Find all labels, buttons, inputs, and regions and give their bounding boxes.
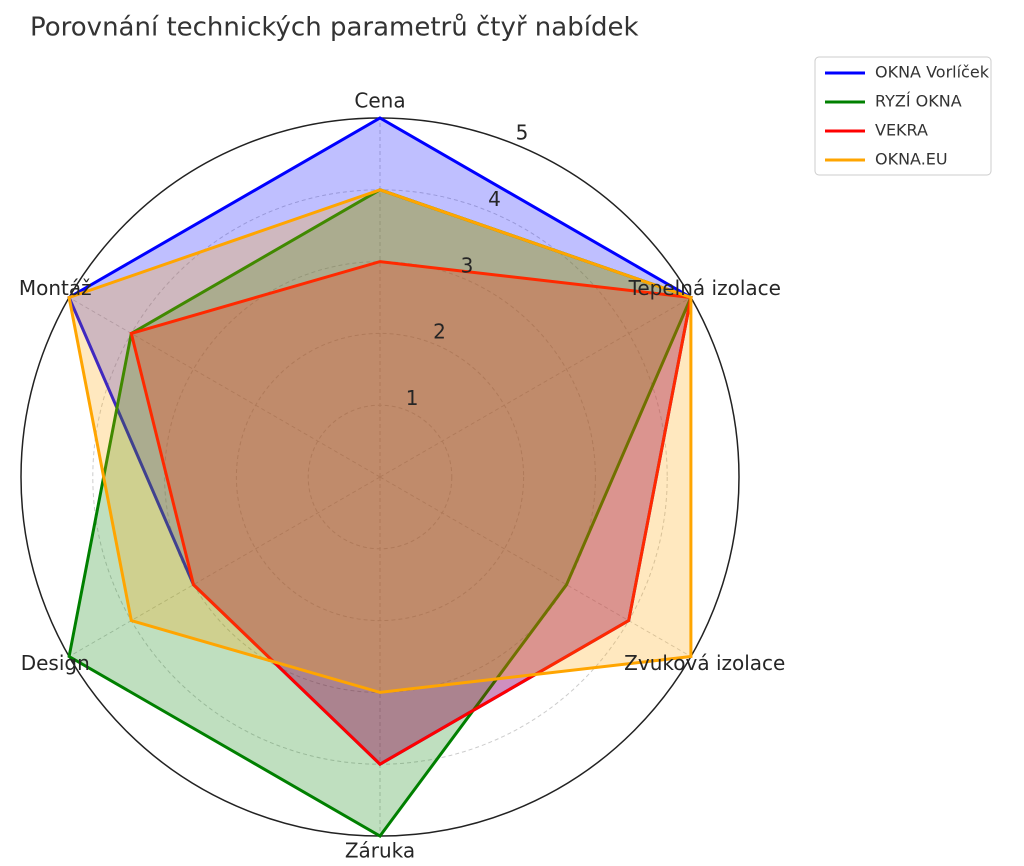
legend-label: OKNA Vorlíček xyxy=(875,63,990,82)
r-tick-label: 1 xyxy=(406,386,419,410)
legend: OKNA Vorlíček RYZÍ OKNA VEKRA OKNA.EU xyxy=(814,56,992,176)
legend-label: OKNA.EU xyxy=(875,150,948,169)
series-area xyxy=(67,188,693,694)
legend-label: RYZÍ OKNA xyxy=(875,92,962,111)
spoke xyxy=(379,297,692,478)
axis-label: Záruka xyxy=(345,839,415,863)
r-tick-label: 2 xyxy=(433,320,446,344)
spoke xyxy=(68,476,381,657)
r-tick-label: 3 xyxy=(461,253,474,277)
legend-label: VEKRA xyxy=(875,121,928,140)
chart-title: Porovnání technických parametrů čtyř nab… xyxy=(30,13,639,43)
axis-label: Montáž xyxy=(19,276,92,300)
axis-label: Zvuková izolace xyxy=(624,651,785,675)
axis-label: Tepelná izolace xyxy=(628,276,781,300)
spoke xyxy=(379,476,692,657)
legend-box xyxy=(814,56,992,176)
axis-label: Design xyxy=(21,651,90,675)
axis-label: Cena xyxy=(354,89,405,113)
r-tick-label: 4 xyxy=(488,187,501,211)
r-tick-label: 5 xyxy=(516,121,529,145)
spoke xyxy=(68,297,381,478)
